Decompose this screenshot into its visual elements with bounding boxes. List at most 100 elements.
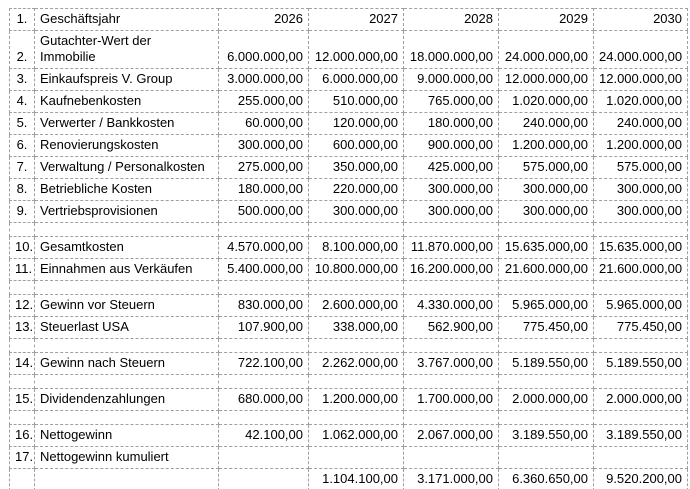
row-number-cell — [9, 374, 35, 389]
row-label-cell: Einkaufspreis V. Group — [34, 68, 219, 91]
year-value-cell — [498, 338, 594, 353]
spacer-row — [9, 280, 688, 295]
table-body: 1. Geschäftsjahr 2026 2027 2028 2029 2030 2. Gut… — [9, 8, 688, 489]
year-value-cell — [593, 280, 688, 295]
year-value-cell: 830.000,00 — [218, 294, 309, 317]
row-label-cell — [34, 222, 219, 237]
year-value-cell — [593, 338, 688, 353]
year-value-cell: 275.000,00 — [218, 156, 309, 179]
year-value-cell: 9.520.200,00 — [593, 468, 688, 489]
year-value-cell: 1.200.000,00 — [498, 134, 594, 157]
year-value-cell: 8.100.000,00 — [308, 236, 404, 259]
year-value-cell: 3.171.000,00 — [403, 468, 499, 489]
year-value-cell — [218, 280, 309, 295]
row-number-cell: 6. — [9, 134, 35, 157]
year-value-cell: 9.000.000,00 — [403, 68, 499, 91]
year-value-cell: 300.000,00 — [593, 200, 688, 223]
spacer-row — [9, 374, 688, 389]
year-value-cell: 2026 — [218, 8, 309, 31]
year-value-cell: 11.870.000,00 — [403, 236, 499, 259]
year-value-cell — [308, 410, 404, 425]
row-label-cell: Kaufnebenkosten — [34, 90, 219, 113]
year-value-cell: 6.000.000,00 — [218, 30, 309, 69]
year-value-cell: 2.000.000,00 — [593, 388, 688, 411]
row-label-cell: Renovierungskosten — [34, 134, 219, 157]
year-value-cell: 350.000,00 — [308, 156, 404, 179]
year-value-cell: 600.000,00 — [308, 134, 404, 157]
year-value-cell: 4.570.000,00 — [218, 236, 309, 259]
row-label-cell: Vertriebsprovisionen — [34, 200, 219, 223]
year-value-cell — [218, 446, 309, 469]
year-value-cell: 2.000.000,00 — [498, 388, 594, 411]
year-value-cell: 2.600.000,00 — [308, 294, 404, 317]
year-value-cell: 300.000,00 — [498, 200, 594, 223]
year-value-cell — [403, 410, 499, 425]
year-value-cell: 1.700.000,00 — [403, 388, 499, 411]
year-value-cell — [308, 446, 404, 469]
year-value-cell: 510.000,00 — [308, 90, 404, 113]
table-row: 4. Kaufnebenkosten 255.000,00 510.000,00 765… — [9, 90, 688, 113]
year-value-cell — [498, 410, 594, 425]
year-value-cell: 1.200.000,00 — [593, 134, 688, 157]
year-value-cell — [218, 410, 309, 425]
row-label-cell — [34, 338, 219, 353]
row-label-cell: Verwaltung / Personalkosten — [34, 156, 219, 179]
spacer-row — [9, 410, 688, 425]
year-value-cell — [403, 338, 499, 353]
year-value-cell: 180.000,00 — [218, 178, 309, 201]
row-number-cell: 16. — [9, 424, 35, 447]
year-value-cell: 21.600.000,00 — [593, 258, 688, 281]
row-label-cell: Einnahmen aus Verkäufen — [34, 258, 219, 281]
year-value-cell — [593, 410, 688, 425]
year-value-cell: 1.062.000,00 — [308, 424, 404, 447]
year-value-cell — [593, 446, 688, 469]
row-label-cell: Steuerlast USA — [34, 316, 219, 339]
financial-projection-table: 1. Geschäftsjahr 2026 2027 2028 2029 2030 2. Gut… — [9, 8, 688, 489]
year-value-cell: 3.767.000,00 — [403, 352, 499, 375]
year-value-cell: 12.000.000,00 — [498, 68, 594, 91]
year-value-cell — [308, 374, 404, 389]
year-value-cell: 180.000,00 — [403, 112, 499, 135]
table-row: 1. Geschäftsjahr 2026 2027 2028 2029 2030 — [9, 8, 688, 31]
table-row: 5. Verwerter / Bankkosten 60.000,00 120.000… — [9, 112, 688, 135]
year-value-cell: 15.635.000,00 — [498, 236, 594, 259]
row-label-cell: Dividendenzahlungen — [34, 388, 219, 411]
row-label-cell: Nettogewinn — [34, 424, 219, 447]
year-value-cell: 1.104.100,00 — [308, 468, 404, 489]
row-label-cell: Gewinn vor Steuern — [34, 294, 219, 317]
table-row: 8. Betriebliche Kosten 180.000,00 220.000,0… — [9, 178, 688, 201]
row-number-cell: 5. — [9, 112, 35, 135]
year-value-cell — [218, 338, 309, 353]
table-row: 2. Gutachter-Wert der Immobilie 6.000.000,… — [9, 30, 688, 69]
year-value-cell: 2030 — [593, 8, 688, 31]
row-label-cell — [34, 468, 219, 489]
row-number-cell: 3. — [9, 68, 35, 91]
table-row: 7. Verwaltung / Personalkosten 275.000,00 3… — [9, 156, 688, 179]
row-label-cell — [34, 410, 219, 425]
row-label-cell: Gewinn nach Steuern — [34, 352, 219, 375]
row-number-cell: 14. — [9, 352, 35, 375]
spacer-row — [9, 338, 688, 353]
year-value-cell: 3.189.550,00 — [498, 424, 594, 447]
year-value-cell: 300.000,00 — [403, 178, 499, 201]
table-row: 3. Einkaufspreis V. Group 3.000.000,00 6.00… — [9, 68, 688, 91]
row-label-cell: Geschäftsjahr — [34, 8, 219, 31]
year-value-cell: 240.000,00 — [498, 112, 594, 135]
row-label-cell: Gesamtkosten — [34, 236, 219, 259]
year-value-cell — [218, 374, 309, 389]
year-value-cell: 900.000,00 — [403, 134, 499, 157]
year-value-cell — [403, 222, 499, 237]
year-value-cell: 300.000,00 — [498, 178, 594, 201]
row-number-cell: 17. — [9, 446, 35, 469]
year-value-cell: 300.000,00 — [403, 200, 499, 223]
year-value-cell: 338.000,00 — [308, 316, 404, 339]
year-value-cell: 5.965.000,00 — [498, 294, 594, 317]
row-number-cell — [9, 338, 35, 353]
year-value-cell — [593, 374, 688, 389]
row-label-cell: Betriebliche Kosten — [34, 178, 219, 201]
year-value-cell: 4.330.000,00 — [403, 294, 499, 317]
year-value-cell — [498, 374, 594, 389]
table-row: 10. Gesamtkosten 4.570.000,00 8.100.000,00 1… — [9, 236, 688, 259]
year-value-cell — [308, 338, 404, 353]
year-value-cell: 220.000,00 — [308, 178, 404, 201]
